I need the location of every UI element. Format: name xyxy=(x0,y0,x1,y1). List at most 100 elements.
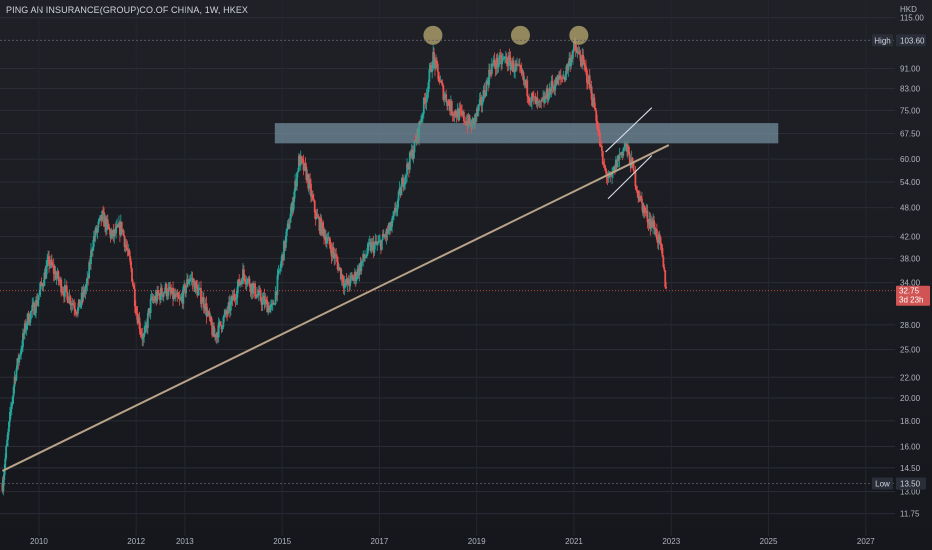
candle-body xyxy=(491,63,494,65)
candle-body xyxy=(63,285,66,297)
candle-body xyxy=(244,281,247,285)
candle-body xyxy=(299,156,302,166)
candle-body xyxy=(216,332,219,338)
time-axis[interactable]: 2010 2012 2013 2015 2017 2019 2021 2023 2025 2027 xyxy=(30,537,875,546)
candle-body xyxy=(400,184,403,196)
candle-body xyxy=(235,297,238,300)
candle-body xyxy=(29,312,32,323)
candle-body xyxy=(310,183,312,197)
candle-body xyxy=(4,458,7,470)
x-tick-label: 2015 xyxy=(273,537,291,546)
y-tick-label: 38.00 xyxy=(900,254,921,263)
candle-body xyxy=(588,75,591,88)
candle-body xyxy=(273,304,276,305)
y-tick-label: 60.00 xyxy=(900,155,921,164)
countdown-label: 3d 23h xyxy=(899,296,923,305)
candle-body xyxy=(54,270,57,280)
top-marker xyxy=(569,25,589,45)
y-tick-label: 54.00 xyxy=(900,178,921,187)
candle-body xyxy=(522,72,525,81)
candle-body xyxy=(118,222,121,235)
low-value: 13.50 xyxy=(900,479,921,488)
candle-body xyxy=(116,225,118,227)
candle-body xyxy=(258,290,261,292)
candle-body xyxy=(295,180,297,187)
candle-body xyxy=(39,282,42,290)
candle-body xyxy=(11,396,14,405)
candle-body xyxy=(106,219,109,225)
price-axis[interactable]: 11.75 13.00 14.50 16.00 18.00 20.00 22.00 25.00… xyxy=(900,14,924,519)
candle-body xyxy=(605,170,608,177)
candle-body xyxy=(409,152,412,156)
candle-body xyxy=(48,256,50,266)
candle-body xyxy=(363,254,366,259)
candle-body xyxy=(632,161,635,171)
candle-body xyxy=(608,173,611,178)
candle-body xyxy=(248,278,251,286)
high-value-box xyxy=(896,34,926,47)
candle-body xyxy=(647,222,650,225)
candle-body xyxy=(462,111,465,122)
candle-body xyxy=(488,69,490,85)
candle-body xyxy=(213,326,215,338)
candle-body xyxy=(320,218,323,235)
candle-body xyxy=(19,354,22,356)
candle-body xyxy=(108,228,111,231)
candle-body xyxy=(624,143,627,148)
candle-body xyxy=(316,214,319,218)
candle-body xyxy=(577,51,580,53)
candle-body xyxy=(122,230,125,236)
candle-body xyxy=(556,77,558,85)
candle-body xyxy=(405,175,407,177)
candle-body xyxy=(625,143,627,145)
candle-body xyxy=(251,283,254,294)
candle-body xyxy=(438,81,441,83)
candle-body xyxy=(487,80,490,85)
candle-body xyxy=(140,331,143,335)
candle-body xyxy=(322,222,325,229)
candle-body xyxy=(303,163,306,171)
candle-body xyxy=(459,108,462,110)
candle-body xyxy=(421,113,424,116)
candle-body xyxy=(181,296,184,304)
candle-body xyxy=(113,229,116,237)
y-tick-label: 28.00 xyxy=(900,321,921,330)
candle-body xyxy=(206,312,209,317)
candle-body xyxy=(261,298,264,305)
candle-body xyxy=(133,288,136,307)
y-tick-label: 13.00 xyxy=(900,488,921,497)
candle-body xyxy=(77,307,79,314)
candle-body xyxy=(360,262,363,272)
chart-title: PING AN INSURANCE(GROUP)CO.OF CHINA, 1W,… xyxy=(6,5,249,15)
candle-body xyxy=(91,250,93,252)
candle-body xyxy=(660,243,663,248)
candle-body xyxy=(509,57,512,70)
candle-body xyxy=(169,287,172,292)
candle-body xyxy=(187,279,189,285)
candle-body xyxy=(311,194,314,200)
candle-body xyxy=(414,140,417,141)
candle-body xyxy=(203,307,206,311)
candle-body xyxy=(87,277,90,279)
candle-body xyxy=(285,228,288,236)
candle-body xyxy=(351,275,353,277)
candle-body xyxy=(298,155,301,166)
candle-body xyxy=(163,291,166,293)
candle-body xyxy=(224,310,227,315)
candle-body xyxy=(49,265,51,267)
candle-body xyxy=(567,63,570,71)
candle-body xyxy=(452,115,455,117)
candle-body xyxy=(103,212,105,227)
candle-body xyxy=(413,140,416,153)
candle-body xyxy=(160,287,163,295)
candle-body xyxy=(30,310,33,313)
candle-body xyxy=(60,279,63,293)
candle-body xyxy=(112,229,115,237)
x-tick-label: 2023 xyxy=(662,537,680,546)
candle-body xyxy=(492,59,495,64)
candle-body xyxy=(464,122,467,125)
candle-body xyxy=(359,263,362,272)
candle-body xyxy=(228,301,231,311)
candle-body xyxy=(399,187,402,196)
